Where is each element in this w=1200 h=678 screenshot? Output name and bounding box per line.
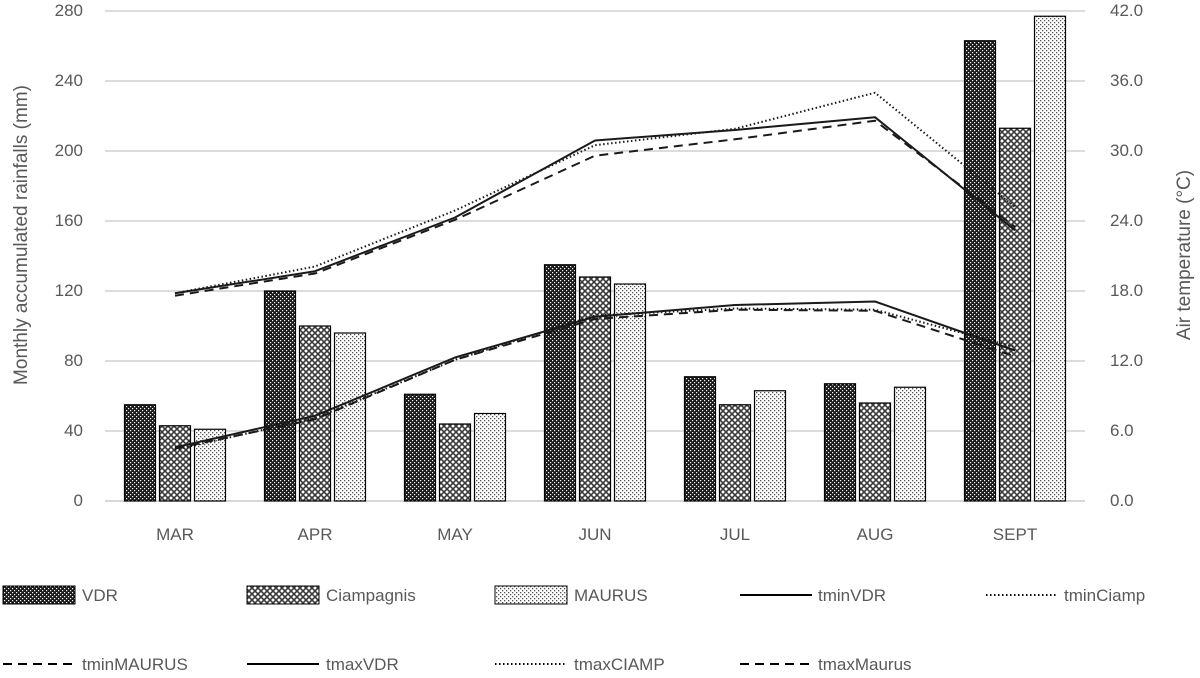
- line-tmaxvdr: [174, 116, 1016, 295]
- y2-axis-title: Air temperature (°C): [1174, 170, 1195, 340]
- y-tick-label: 200: [55, 141, 83, 160]
- x-tick-label: JUN: [578, 525, 611, 544]
- bar-maurus: [613, 283, 647, 502]
- y-tick-label: 160: [55, 211, 83, 230]
- x-tick-label: MAR: [156, 525, 194, 544]
- y2-tick-label: 36.0: [1110, 71, 1143, 90]
- legend-label: VDR: [82, 586, 118, 605]
- legend-label: tmaxCIAMP: [574, 655, 665, 674]
- y2-tick-label: 42.0: [1110, 1, 1143, 20]
- line-tminvdr: [174, 300, 1016, 449]
- legend-swatch-ciampagnis: [246, 585, 320, 605]
- bar-ciampagnis: [298, 325, 332, 502]
- legend-label: tminMAURUS: [82, 655, 188, 674]
- line-series: [174, 91, 1016, 451]
- y-tick-label: 120: [55, 281, 83, 300]
- y2-tick-label: 6.0: [1110, 421, 1134, 440]
- y2-tick-label: 24.0: [1110, 211, 1143, 230]
- legend-label: tmaxMaurus: [818, 655, 912, 674]
- legend-swatch-maurus: [494, 585, 568, 605]
- legend-swatch-vdr: [2, 585, 76, 605]
- bar-vdr: [123, 404, 157, 502]
- y-tick-label: 0: [74, 491, 83, 510]
- legend-label: tminCiamp: [1064, 586, 1145, 605]
- line-tmaxciamp: [174, 91, 1016, 295]
- bar-maurus: [473, 412, 507, 502]
- bar-maurus: [753, 390, 787, 502]
- y-tick-label: 40: [64, 421, 83, 440]
- y2-tick-label: 18.0: [1110, 281, 1143, 300]
- legend-label: tminVDR: [818, 586, 886, 605]
- y-tick-label: 80: [64, 351, 83, 370]
- bar-ciampagnis: [858, 402, 892, 502]
- bar-maurus: [333, 332, 367, 502]
- bar-vdr: [543, 264, 577, 502]
- bar-maurus: [1033, 15, 1067, 502]
- bar-ciampagnis: [438, 423, 472, 502]
- bar-vdr: [403, 393, 437, 502]
- legend-label: tmaxVDR: [326, 655, 399, 674]
- right-axis-ticks: 0.0 6.0 12.0 18.0 24.0 30.0 36.0 42.0: [1110, 1, 1143, 510]
- bar-ciampagnis: [578, 276, 612, 502]
- x-tick-label: JUL: [720, 525, 750, 544]
- bar-maurus: [893, 386, 927, 502]
- bar-ciampagnis: [158, 425, 192, 502]
- x-tick-label: AUG: [857, 525, 894, 544]
- bar-vdr: [963, 40, 997, 502]
- x-tick-label: SEPT: [993, 525, 1037, 544]
- bar-series: [123, 15, 1067, 502]
- bar-vdr: [263, 290, 297, 502]
- legend: VDR Ciampagnis MAURUS tminVDR tminCiamp …: [2, 585, 1145, 674]
- x-axis-labels: MAR APR MAY JUN JUL AUG SEPT: [156, 525, 1037, 544]
- left-axis-ticks: 0 40 80 120 160 200 240 280: [55, 1, 83, 510]
- y2-tick-label: 0.0: [1110, 491, 1134, 510]
- bar-vdr: [683, 376, 717, 502]
- x-tick-label: MAY: [437, 525, 473, 544]
- x-tick-label: APR: [298, 525, 333, 544]
- line-tmaxmaurus: [174, 119, 1016, 297]
- y-axis-title: Monthly accumulated rainfalls (mm): [11, 85, 32, 385]
- line-tminmaurus: [174, 308, 1016, 450]
- y2-tick-label: 30.0: [1110, 141, 1143, 160]
- legend-label: MAURUS: [574, 586, 648, 605]
- bar-ciampagnis: [718, 404, 752, 502]
- y2-tick-label: 12.0: [1110, 351, 1143, 370]
- bar-vdr: [823, 383, 857, 502]
- y-tick-label: 280: [55, 1, 83, 20]
- y-tick-label: 240: [55, 71, 83, 90]
- legend-label: Ciampagnis: [326, 586, 416, 605]
- bar-ciampagnis: [998, 127, 1032, 502]
